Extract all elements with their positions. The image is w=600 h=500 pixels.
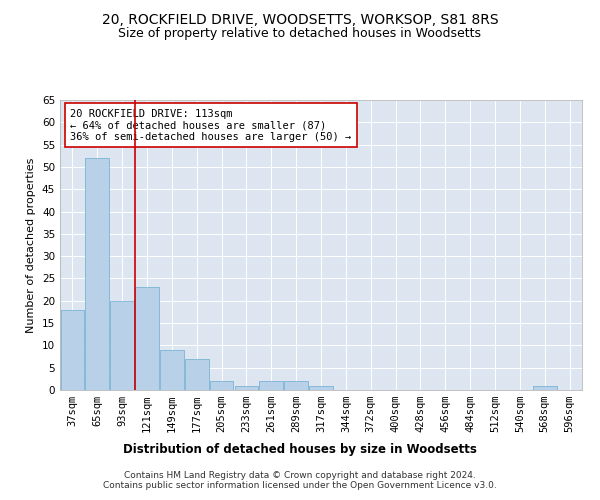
Bar [284, 381, 308, 390]
Text: Distribution of detached houses by size in Woodsetts: Distribution of detached houses by size … [123, 442, 477, 456]
Bar [185, 359, 209, 390]
Bar [85, 158, 109, 390]
Y-axis label: Number of detached properties: Number of detached properties [26, 158, 37, 332]
Text: 20 ROCKFIELD DRIVE: 113sqm
← 64% of detached houses are smaller (87)
36% of semi: 20 ROCKFIELD DRIVE: 113sqm ← 64% of deta… [70, 108, 352, 142]
Bar [135, 288, 159, 390]
Text: Size of property relative to detached houses in Woodsetts: Size of property relative to detached ho… [119, 28, 482, 40]
Bar [61, 310, 84, 390]
Bar [235, 386, 258, 390]
Bar [309, 386, 333, 390]
Bar [533, 386, 557, 390]
Bar [259, 381, 283, 390]
Text: 20, ROCKFIELD DRIVE, WOODSETTS, WORKSOP, S81 8RS: 20, ROCKFIELD DRIVE, WOODSETTS, WORKSOP,… [101, 12, 499, 26]
Bar [160, 350, 184, 390]
Bar [210, 381, 233, 390]
Text: Contains HM Land Registry data © Crown copyright and database right 2024.
Contai: Contains HM Land Registry data © Crown c… [103, 470, 497, 490]
Bar [110, 301, 134, 390]
